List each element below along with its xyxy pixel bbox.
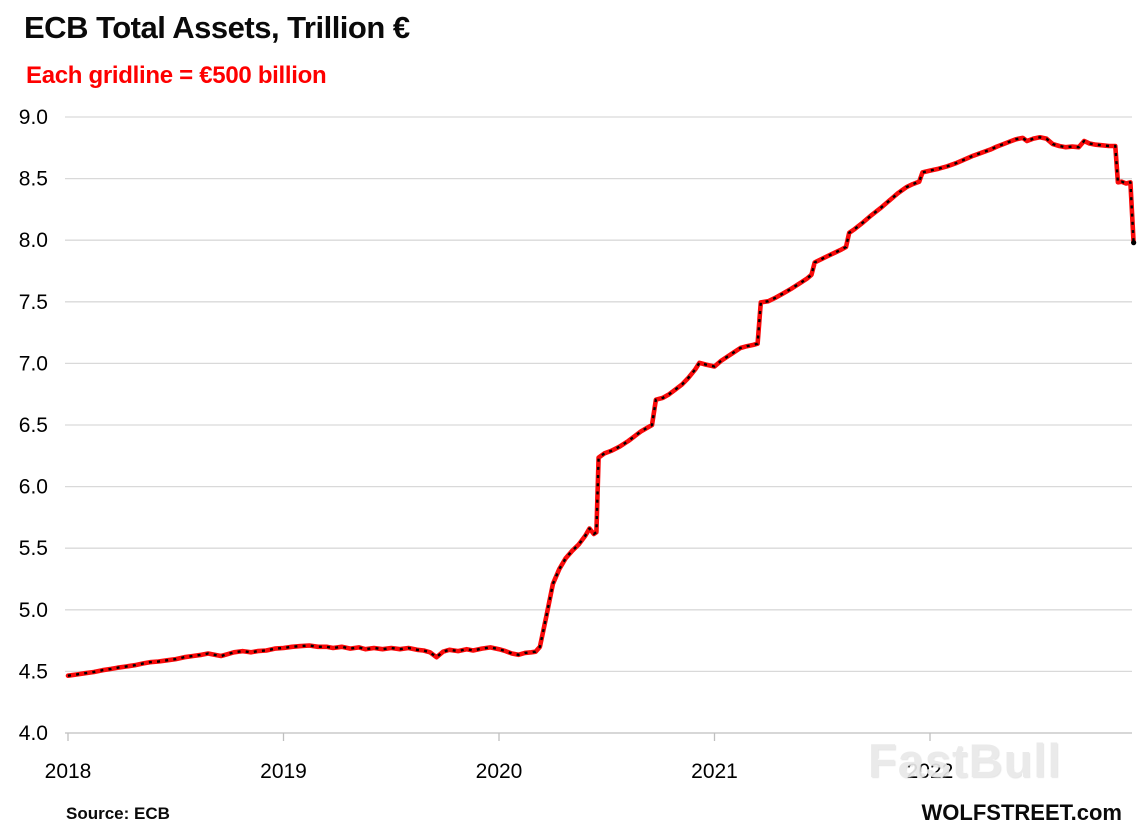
- fastbull-watermark: FastBull: [868, 734, 1062, 787]
- x-tick-label: 2018: [45, 760, 92, 783]
- assets-line-dash-markers: [67, 136, 1135, 677]
- page-title: ECB Total Assets, Trillion €: [24, 10, 410, 45]
- last-point-marker: [1131, 240, 1137, 246]
- y-tick-label: 7.0: [19, 352, 48, 375]
- y-tick-label: 8.0: [19, 229, 48, 252]
- brand-label: WOLFSTREET.com: [921, 800, 1122, 825]
- chart-subtitle: Each gridline = €500 billion: [26, 62, 327, 89]
- x-tick-label: 2022: [907, 760, 954, 783]
- y-tick-label: 5.0: [19, 599, 48, 622]
- x-tick-label: 2021: [691, 760, 738, 783]
- y-tick-label: 6.5: [19, 414, 48, 437]
- assets-line: [65, 135, 1136, 678]
- y-tick-label: 8.5: [19, 168, 48, 191]
- x-tick-label: 2019: [260, 760, 307, 783]
- source-label: Source: ECB: [66, 804, 170, 823]
- y-tick-label: 4.5: [19, 660, 48, 683]
- y-tick-label: 9.0: [19, 106, 48, 129]
- y-tick-label: 4.0: [19, 722, 48, 745]
- y-tick-label: 5.5: [19, 537, 48, 560]
- x-tick-label: 2020: [476, 760, 523, 783]
- y-tick-label: 7.5: [19, 291, 48, 314]
- y-tick-label: 6.0: [19, 476, 48, 499]
